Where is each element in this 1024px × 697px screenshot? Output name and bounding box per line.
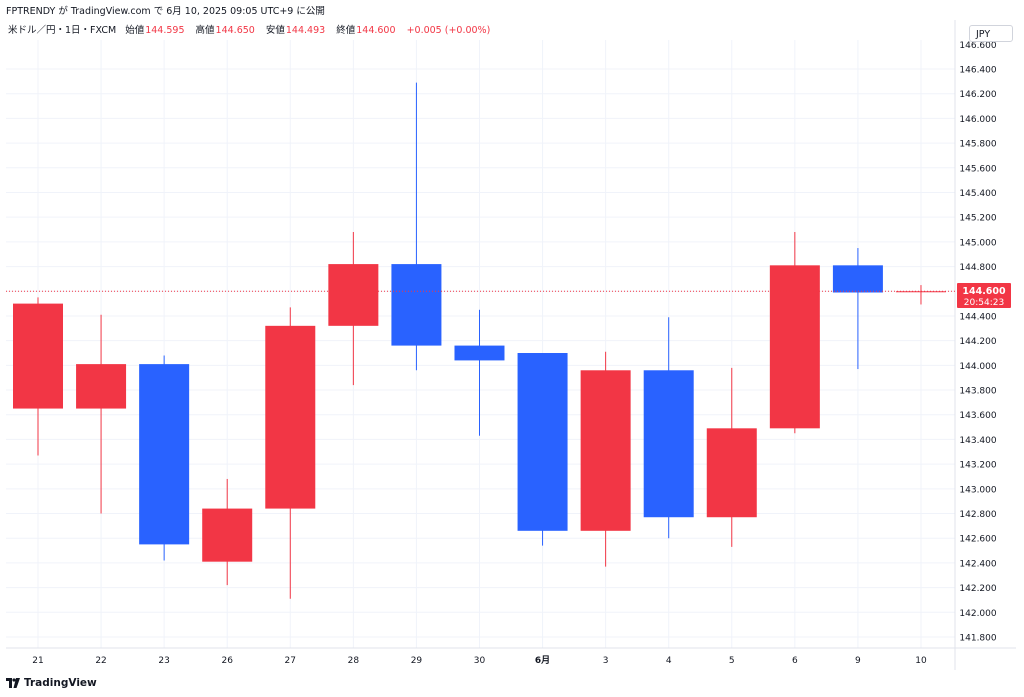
candle-body	[76, 364, 127, 409]
candle-body	[580, 370, 631, 531]
time-axis[interactable]: 21 22 23 26 27 28 29 30 6月 3 4 5 6 9 10	[32, 655, 927, 666]
time-tick-label: 21	[32, 656, 43, 666]
brand-name: TradingView	[24, 677, 97, 689]
price-tick-label: 145.800	[959, 140, 996, 150]
price-tick-label: 143.000	[959, 485, 996, 495]
candle-body	[706, 428, 757, 518]
time-tick-label: 6月	[535, 655, 550, 666]
time-tick-label: 22	[95, 656, 106, 666]
close-value: 144.600	[356, 25, 396, 36]
time-tick-label: 10	[915, 656, 927, 666]
time-tick-label: 29	[411, 656, 423, 666]
publish-info: FPTRENDY が TradingView.com で 6月 10, 2025…	[6, 6, 325, 17]
candle-body	[265, 325, 316, 509]
price-tick-label: 144.000	[959, 362, 996, 372]
price-axis[interactable]: 141.800 142.000 142.200 142.400 142.600 142.8…	[959, 41, 996, 644]
price-tick-label: 143.600	[959, 411, 996, 421]
time-tick-label: 28	[348, 656, 360, 666]
change-value: +0.005 (+0.00%)	[406, 25, 491, 36]
axis-frame	[6, 20, 1016, 670]
candle-body	[643, 370, 694, 518]
time-tick-label: 30	[474, 656, 486, 666]
time-tick-label: 23	[158, 656, 169, 666]
candle-body	[517, 353, 568, 531]
price-tick-label: 143.200	[959, 461, 996, 471]
high-label: 高値	[195, 25, 215, 36]
candle-body	[139, 364, 190, 545]
price-tick-label: 143.800	[959, 387, 996, 397]
price-tick-label: 142.200	[959, 584, 996, 594]
low-value: 144.493	[285, 25, 326, 36]
time-tick-label: 26	[221, 656, 233, 666]
price-tick-label: 142.600	[959, 535, 996, 545]
price-tick-label: 143.400	[959, 436, 996, 446]
time-tick-label: 6	[792, 656, 798, 666]
price-tick-label: 145.600	[959, 164, 996, 174]
price-tick-label: 146.200	[959, 90, 996, 100]
candle-body	[202, 508, 253, 562]
open-value: 144.595	[145, 25, 185, 36]
symbol-name[interactable]: 米ドル／円・1日・FXCM	[8, 25, 117, 36]
price-tick-label: 145.200	[959, 214, 996, 224]
low-label: 安値	[265, 25, 285, 36]
price-badge-countdown: 20:54:23	[964, 298, 1004, 308]
candle-body	[13, 303, 63, 409]
price-tick-label: 145.000	[959, 238, 996, 248]
price-badge-price: 144.600	[962, 286, 1006, 297]
price-badge: 144.600 20:54:23	[957, 283, 1011, 308]
tradingview-logo-icon	[6, 678, 20, 691]
tradingview-branding[interactable]: TradingView	[6, 677, 97, 691]
high-value: 144.650	[215, 25, 255, 36]
candle-body	[454, 345, 505, 361]
currency-selector[interactable]: JPY	[969, 25, 1013, 42]
price-tick-label: 144.400	[959, 312, 996, 322]
open-label: 始値	[125, 25, 145, 36]
price-tick-label: 142.800	[959, 510, 996, 520]
symbol-legend: 米ドル／円・1日・FXCM 始値144.595 高値144.650 安値144.…	[8, 22, 490, 36]
price-tick-label: 144.800	[959, 263, 996, 273]
price-tick-label: 141.800	[959, 634, 996, 644]
price-tick-label: 146.000	[959, 115, 996, 125]
time-tick-label: 4	[666, 656, 672, 666]
price-badge-bg	[957, 283, 1011, 308]
price-tick-label: 146.400	[959, 66, 996, 76]
close-label: 終値	[336, 25, 356, 36]
time-tick-label: 27	[285, 656, 296, 666]
price-tick-label: 145.400	[959, 189, 996, 199]
candle-body	[895, 291, 946, 293]
price-tick-label: 142.000	[959, 609, 996, 619]
price-tick-label: 146.600	[959, 41, 996, 51]
price-tick-label: 142.400	[959, 559, 996, 569]
time-tick-label: 3	[603, 656, 609, 666]
candle-body	[391, 264, 442, 346]
candle-body	[769, 265, 820, 429]
candle-body	[328, 264, 379, 326]
candles	[13, 82, 946, 599]
candle-body	[832, 265, 883, 293]
time-tick-label: 9	[855, 656, 861, 666]
time-tick-label: 5	[729, 656, 735, 666]
price-tick-label: 144.200	[959, 337, 996, 347]
